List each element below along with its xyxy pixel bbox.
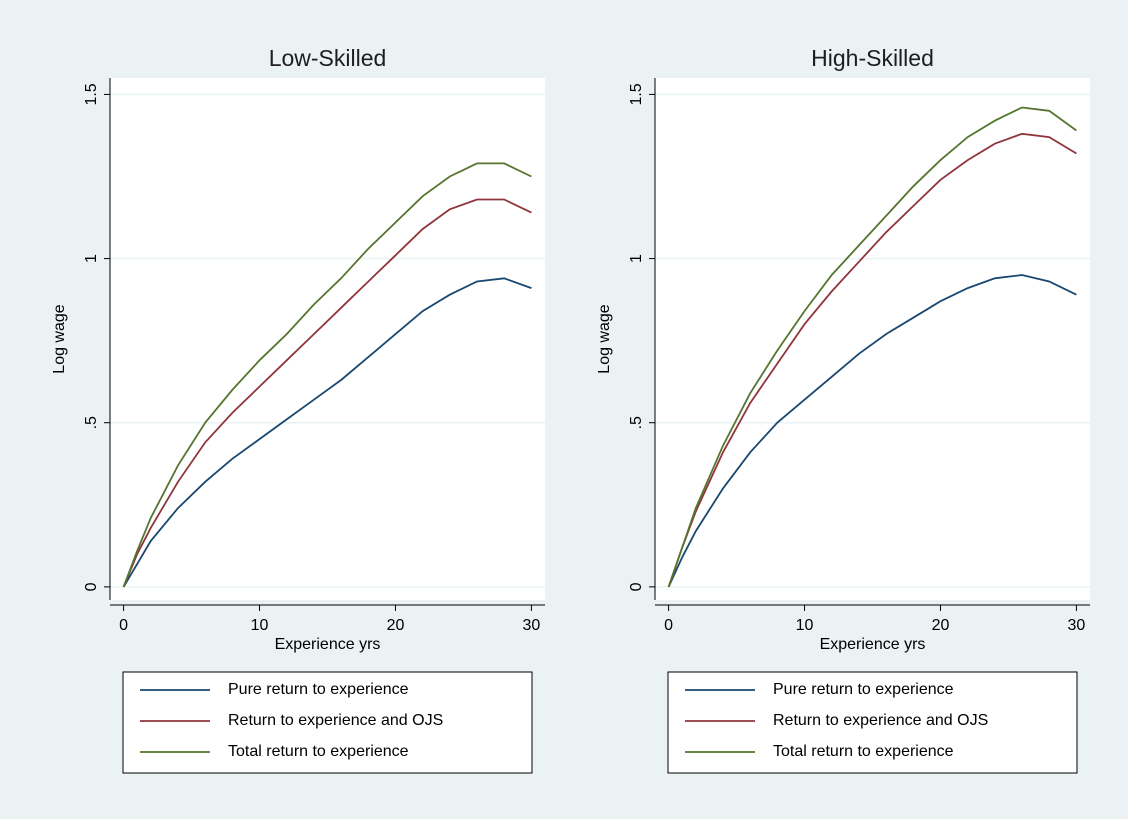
series-line (667, 132, 1077, 588)
series-line (122, 162, 532, 588)
y-axis-title: Log wage (51, 304, 68, 373)
y-tick-label: 1.5 (83, 83, 100, 105)
y-tick-label: .5 (83, 416, 100, 429)
series-line (667, 106, 1077, 588)
chart-title: High-Skilled (811, 45, 934, 71)
legend-label: Total return to experience (773, 743, 954, 760)
y-axis-title: Log wage (596, 304, 613, 373)
x-tick-label: 30 (523, 617, 541, 634)
legend-label: Return to experience and OJS (228, 712, 443, 729)
x-tick-label: 10 (251, 617, 269, 634)
x-tick-label: 0 (119, 617, 128, 634)
y-tick-label: 1 (628, 254, 645, 263)
x-tick-label: 10 (796, 617, 814, 634)
y-tick-label: 0 (628, 582, 645, 591)
x-axis-title: Experience yrs (820, 636, 926, 653)
y-tick-label: 1.5 (628, 83, 645, 105)
series-line (122, 277, 532, 588)
legend-box (667, 671, 1078, 774)
y-tick-label: 1 (83, 254, 100, 263)
x-axis-title: Experience yrs (275, 636, 381, 653)
plot-area (655, 78, 1090, 600)
plot-area (110, 78, 545, 600)
legend-label: Return to experience and OJS (773, 712, 988, 729)
chart-title: Low-Skilled (269, 45, 387, 71)
y-tick-label: .5 (628, 416, 645, 429)
x-tick-label: 0 (664, 617, 673, 634)
legend-label: Pure return to experience (228, 681, 409, 698)
y-tick-label: 0 (83, 582, 100, 591)
series-line (667, 274, 1077, 588)
legend-label: Pure return to experience (773, 681, 954, 698)
x-tick-label: 20 (932, 617, 950, 634)
series-line (122, 198, 532, 588)
x-tick-label: 30 (1068, 617, 1086, 634)
x-tick-label: 20 (387, 617, 405, 634)
legend-box (122, 671, 533, 774)
legend-label: Total return to experience (228, 743, 409, 760)
